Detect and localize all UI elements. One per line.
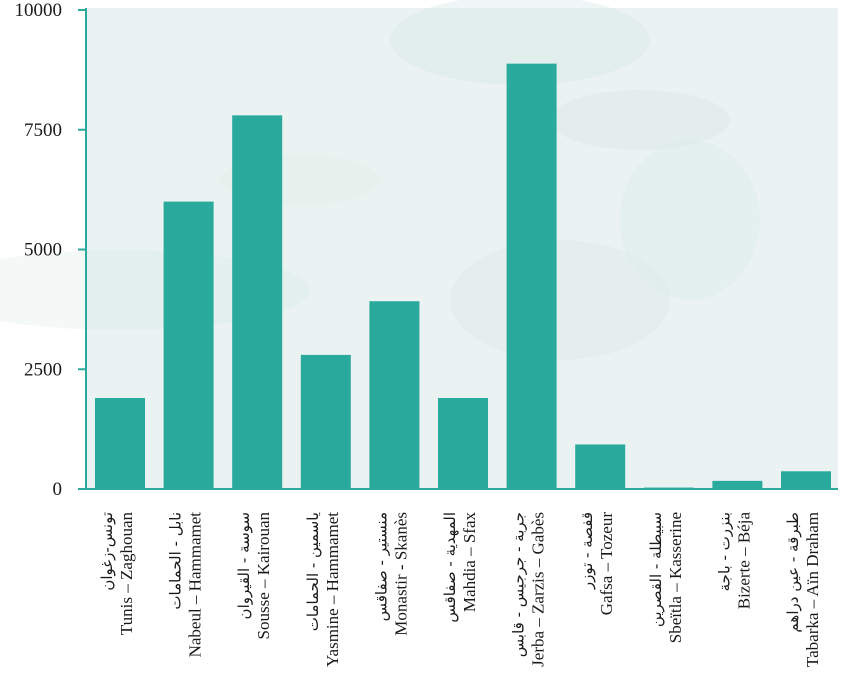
bar	[712, 480, 763, 489]
x-category-label: Tabarka – Aïn Draham	[803, 512, 822, 667]
texture-shape	[550, 90, 730, 150]
x-category-label: Sbeïtla – Kasserine	[666, 512, 685, 643]
y-tick-label: 0	[53, 479, 63, 500]
x-category-label-arabic: تونس-زغوان	[98, 512, 116, 591]
y-tick-label: 10000	[15, 0, 63, 21]
x-category-label: Yasmine – Hammamet	[323, 512, 342, 667]
bar	[781, 471, 831, 489]
x-category-label: Nabeul – Hammamet	[186, 512, 205, 658]
texture-shape	[390, 0, 650, 85]
bar	[163, 201, 214, 489]
x-category-label: Mahdia – Sfax	[460, 512, 479, 613]
y-tick-label: 7500	[24, 120, 62, 141]
x-category-label: Monastir - Skanès	[391, 512, 410, 636]
bar	[575, 444, 626, 489]
bar	[438, 397, 488, 489]
x-category-label-arabic: جربة - جرجيس - قابس	[510, 512, 528, 657]
texture-shape	[620, 140, 760, 300]
x-category-label-arabic: سبيطلة - القصرين	[647, 512, 665, 627]
bar	[506, 63, 557, 489]
x-category-label: Sousse – Kairouan	[254, 512, 273, 640]
bar	[300, 354, 351, 489]
bars	[95, 63, 831, 489]
x-category-label-arabic: المهدية - صفاقس	[441, 512, 459, 623]
x-category-label-arabic: بنزرت - باجة	[715, 512, 733, 591]
y-ticks: 0 2500 5000 7500 10000	[15, 0, 86, 500]
bar	[369, 301, 420, 489]
x-category-label-arabic: قفصة - توزر	[578, 512, 596, 590]
x-category-label-arabic: طبرقة - عين دراهم	[784, 512, 802, 633]
y-tick-label: 5000	[24, 240, 62, 261]
x-category-label-arabic: منستير - صفاقس	[372, 512, 390, 621]
x-category-label: Jerba – Zarzis – Gabès	[529, 512, 548, 667]
x-category-label-arabic: ياسمين - الحمامات	[304, 512, 322, 631]
x-category-label: Gafsa – Tozeur	[597, 512, 616, 616]
x-category-label: Tunis – Zaghouan	[117, 512, 136, 636]
x-category-label-arabic: سوسة - القيروان	[235, 512, 253, 619]
texture-shape	[450, 240, 670, 360]
x-category-label: Bizerte – Béja	[734, 512, 753, 610]
bar	[95, 397, 145, 489]
bar	[232, 115, 283, 489]
y-tick-label: 2500	[24, 359, 62, 380]
x-category-label-arabic: نابل - الحمامات	[167, 512, 185, 610]
